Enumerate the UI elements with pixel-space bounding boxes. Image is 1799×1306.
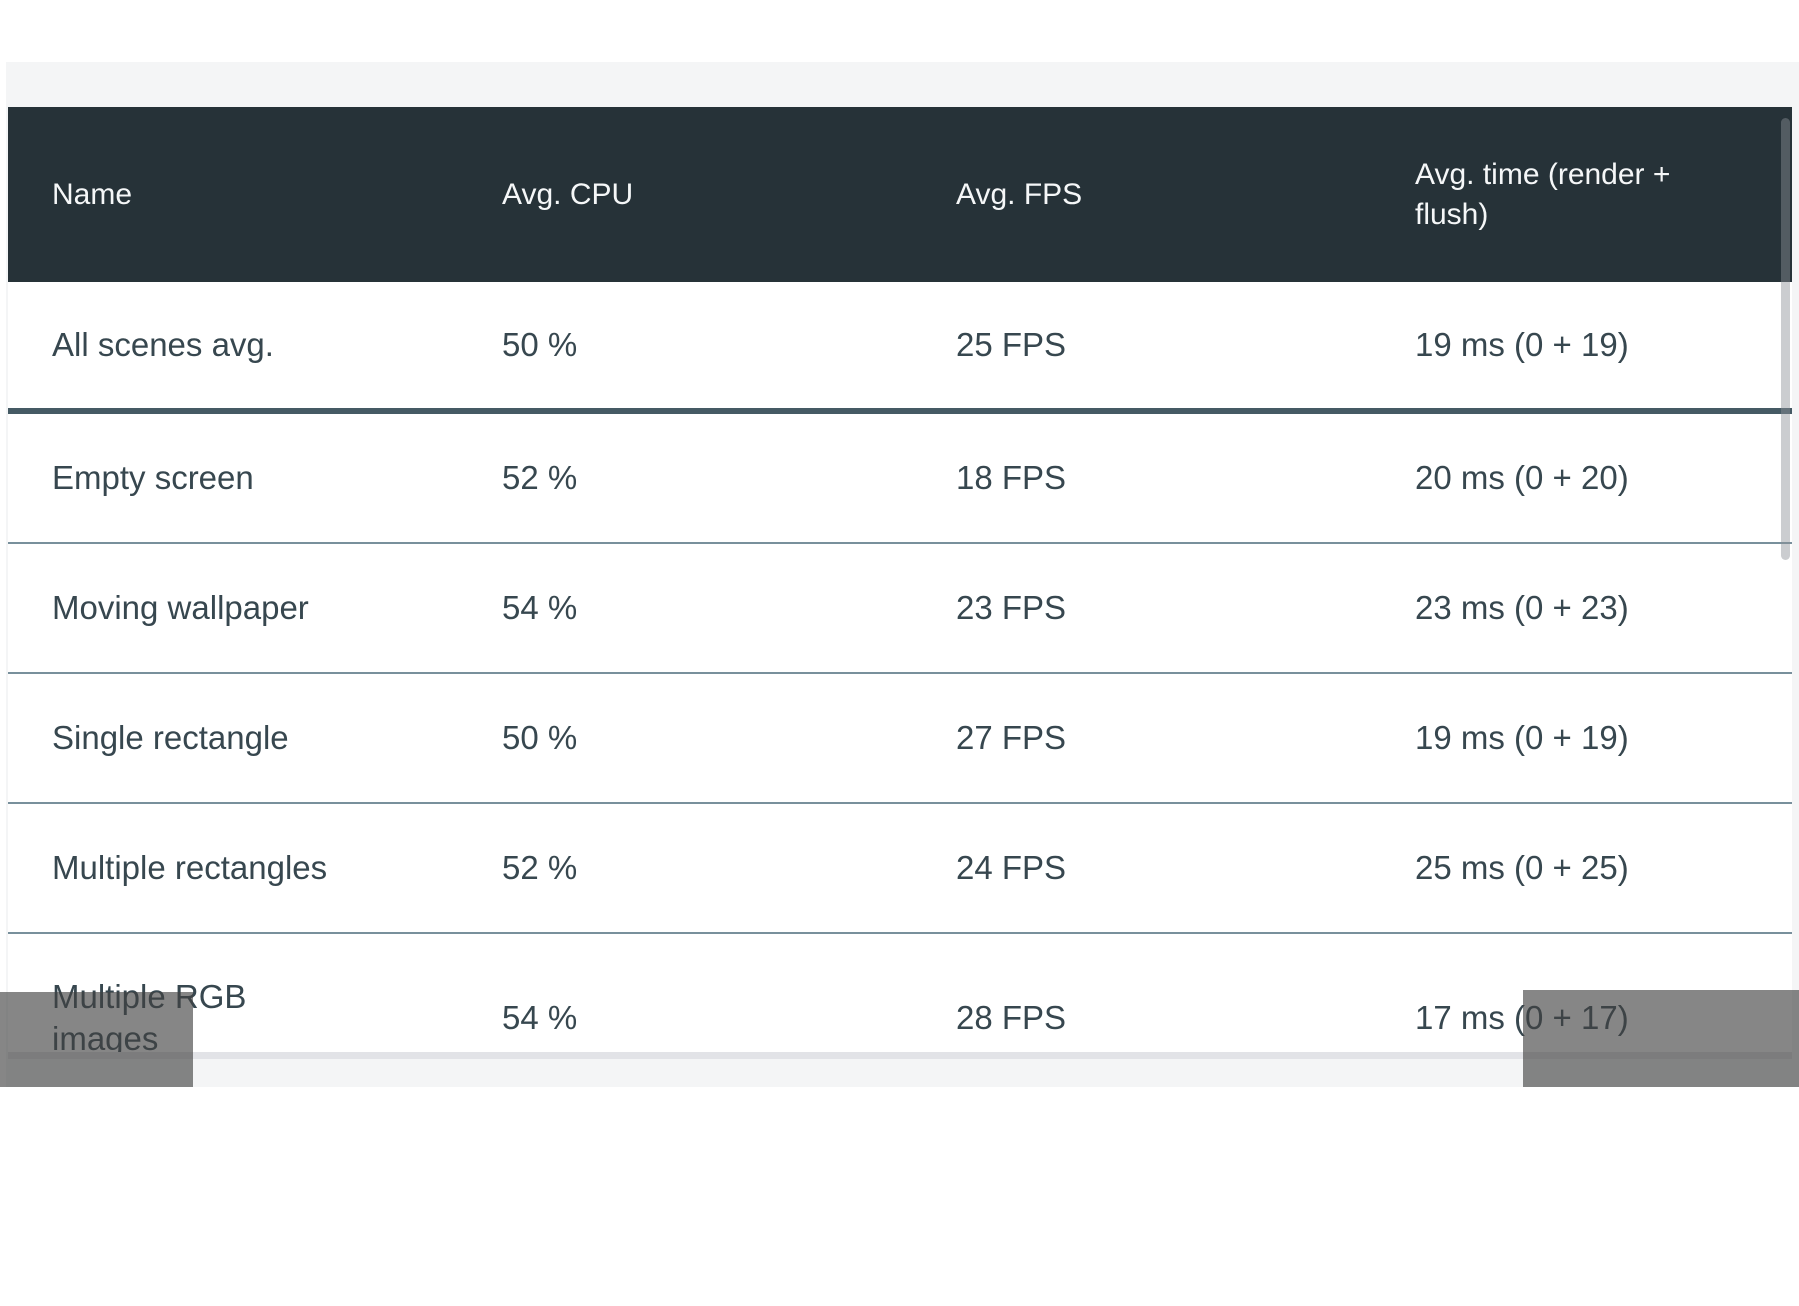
- table-row: Multiple rectangles 52 % 24 FPS 25 ms (0…: [8, 804, 1792, 934]
- fps-cpu-overlay-line: 24 FPS, 26% CPU: [1536, 1089, 1793, 1124]
- avg-fps-cell: 27 FPS: [956, 719, 1067, 756]
- avg-cpu-cell: 54 %: [502, 999, 578, 1036]
- column-header-avg-cpu: Avg. CPU: [502, 177, 634, 211]
- avg-fps-cell: 24 FPS: [956, 849, 1067, 886]
- vertical-scrollbar-thumb[interactable]: [1781, 118, 1790, 560]
- table-row: Moving wallpaper 54 % 23 FPS 23 ms (0 + …: [8, 544, 1792, 674]
- avg-time-cell: 19 ms (0 + 19): [1415, 326, 1629, 363]
- table-row: Single rectangle 50 % 27 FPS 19 ms (0 + …: [8, 674, 1792, 804]
- avg-cpu-cell: 50 %: [502, 326, 578, 363]
- scene-name-cell: Multiple rectangles: [52, 849, 328, 886]
- avg-time-cell: 19 ms (0 + 19): [1415, 719, 1629, 756]
- table-row: Empty screen 52 % 18 FPS 20 ms (0 + 20): [8, 414, 1792, 544]
- memory-usage-line: 10.0 kB, 4%: [7, 1090, 175, 1125]
- scene-name-cell: Empty screen: [52, 459, 254, 496]
- avg-fps-cell: 18 FPS: [956, 459, 1067, 496]
- memory-debug-overlay: 10.0 kB, 4% 1% frag.: [0, 992, 193, 1257]
- avg-cpu-cell: 54 %: [502, 589, 578, 626]
- column-header-avg-time: Avg. time (render + flush): [1415, 157, 1671, 231]
- avg-time-cell: 25 ms (0 + 25): [1415, 849, 1629, 886]
- avg-fps-cell: 25 FPS: [956, 326, 1067, 363]
- avg-fps-cell: 23 FPS: [956, 589, 1067, 626]
- column-header-avg-fps: Avg. FPS: [956, 177, 1083, 211]
- scene-name-cell: Single rectangle: [52, 719, 289, 756]
- benchmark-table: Name Avg. CPU Avg. FPS Avg. time (render…: [8, 107, 1792, 1052]
- table-row: All scenes avg. 50 % 25 FPS 19 ms (0 + 1…: [8, 282, 1792, 414]
- fps-debug-overlay: 24 FPS, 26% CPU 48 ms (1 | 47): [1523, 990, 1799, 1256]
- frame-time-overlay-line: 48 ms (1 | 47): [1536, 1221, 1727, 1256]
- avg-time-cell: 23 ms (0 + 23): [1415, 589, 1629, 626]
- table-body: All scenes avg. 50 % 25 FPS 19 ms (0 + 1…: [8, 282, 1792, 1052]
- scene-name-cell: All scenes avg.: [52, 326, 274, 363]
- fragmentation-line: 1% frag.: [7, 1222, 123, 1257]
- avg-cpu-cell: 52 %: [502, 849, 578, 886]
- avg-fps-cell: 28 FPS: [956, 999, 1067, 1036]
- column-header-name: Name: [52, 177, 133, 211]
- avg-cpu-cell: 52 %: [502, 459, 578, 496]
- scene-name-cell: Moving wallpaper: [52, 589, 309, 626]
- avg-cpu-cell: 50 %: [502, 719, 578, 756]
- table-header-row: Name Avg. CPU Avg. FPS Avg. time (render…: [8, 107, 1792, 282]
- avg-time-cell: 20 ms (0 + 20): [1415, 459, 1629, 496]
- table-clip-edge: [8, 1052, 1792, 1059]
